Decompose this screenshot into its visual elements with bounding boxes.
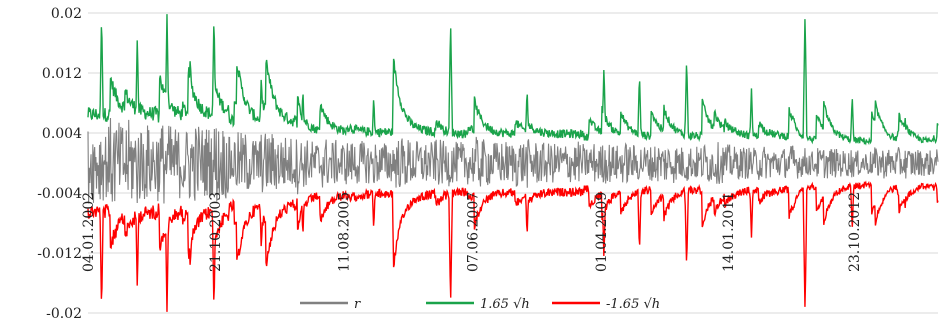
x-axis-ticks: 04.01.2002 21.10.2003 11.08.2005 07.06.2007…	[81, 192, 863, 272]
legend-label-r: r	[354, 297, 361, 312]
legend-label-lower: -1.65 √h	[606, 297, 660, 312]
series-r	[87, 117, 939, 204]
y-tick-label: 0.004	[42, 126, 82, 142]
line-lower	[87, 180, 939, 312]
series-upper-band	[87, 14, 939, 146]
series-lower-band	[87, 180, 939, 312]
x-tick-label: 14.01.2011	[721, 192, 737, 272]
y-tick-label: 0.02	[51, 6, 82, 22]
y-tick-label: -0.02	[46, 306, 82, 320]
y-tick-label: -0.012	[37, 246, 82, 262]
x-tick-label: 04.01.2002	[81, 192, 97, 272]
legend-label-upper: 1.65 √h	[480, 297, 530, 312]
x-tick-label: 11.08.2005	[336, 192, 352, 272]
y-tick-label: -0.004	[37, 186, 82, 202]
x-tick-label: 23.10.2012	[847, 192, 863, 272]
x-tick-label: 01.04.2009	[594, 192, 610, 272]
line-r	[87, 117, 939, 204]
y-tick-label: 0.012	[42, 66, 82, 82]
y-axis-ticks: 0.02 0.012 0.004 -0.004 -0.012 -0.02	[37, 6, 82, 320]
line-upper	[87, 14, 939, 146]
x-tick-label: 07.06.2007	[465, 192, 481, 272]
x-tick-label: 21.10.2003	[208, 192, 224, 272]
legend: r 1.65 √h -1.65 √h	[300, 297, 660, 312]
